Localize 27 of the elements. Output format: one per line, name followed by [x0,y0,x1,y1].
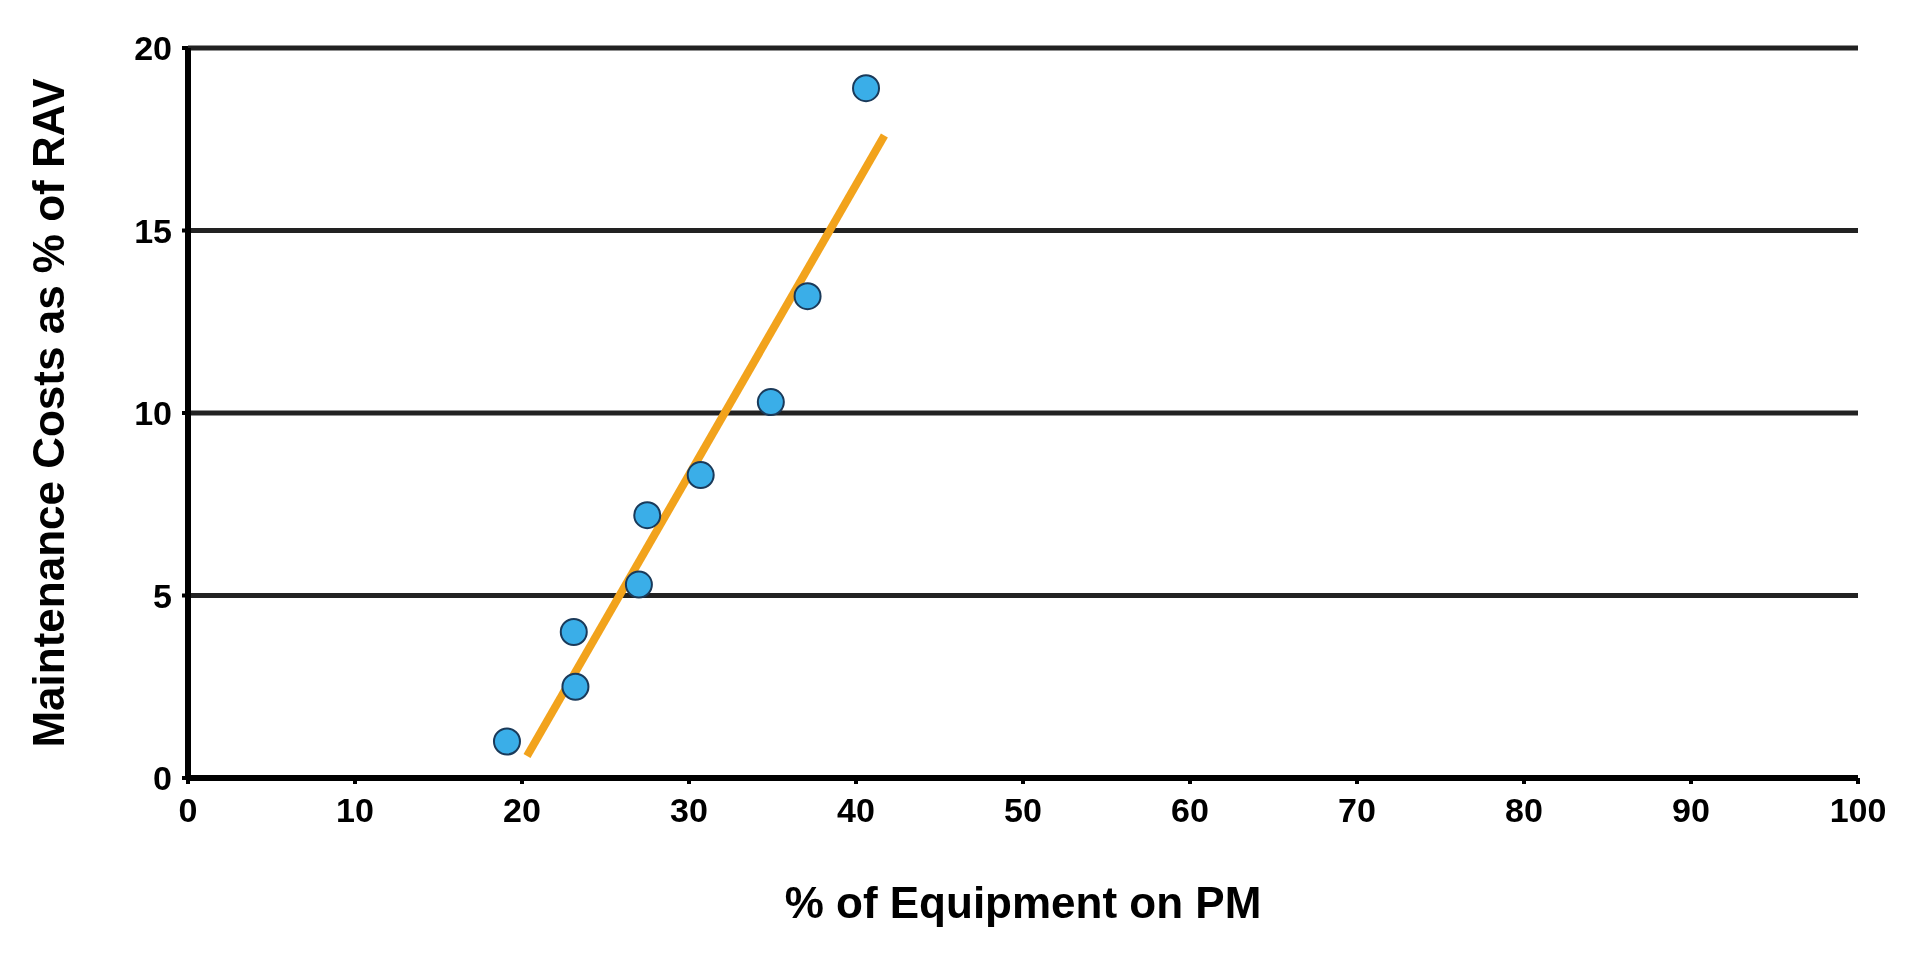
x-tick-label: 90 [1672,791,1710,830]
y-tick-label: 0 [153,759,172,798]
x-tick-label: 40 [837,791,875,830]
x-tick-label: 100 [1829,791,1887,830]
x-tick-label: 0 [178,791,198,830]
y-tick-label: 5 [153,576,172,615]
y-tick-label: 20 [134,29,172,68]
point [793,282,822,311]
point [756,388,785,417]
x-tick-label: 30 [670,791,708,830]
point [852,74,881,103]
y-axis-title: Maintenance Costs as % of RAV [23,77,73,748]
y-tick-label: 15 [134,211,172,250]
point [633,501,662,530]
point [492,727,521,756]
x-tick-label: 10 [336,791,374,830]
x-tick-label: 20 [503,791,541,830]
x-tick-label: 50 [1004,791,1042,830]
point [559,618,588,646]
y-tick-label: 10 [134,394,172,433]
x-tick-label: 70 [1338,791,1376,830]
x-tick-label: 80 [1505,791,1543,830]
point [624,570,653,599]
x-tick-label: 60 [1171,791,1209,830]
point [686,461,715,490]
x-axis-title: % of Equipment on PM [784,878,1262,927]
point [561,672,590,701]
